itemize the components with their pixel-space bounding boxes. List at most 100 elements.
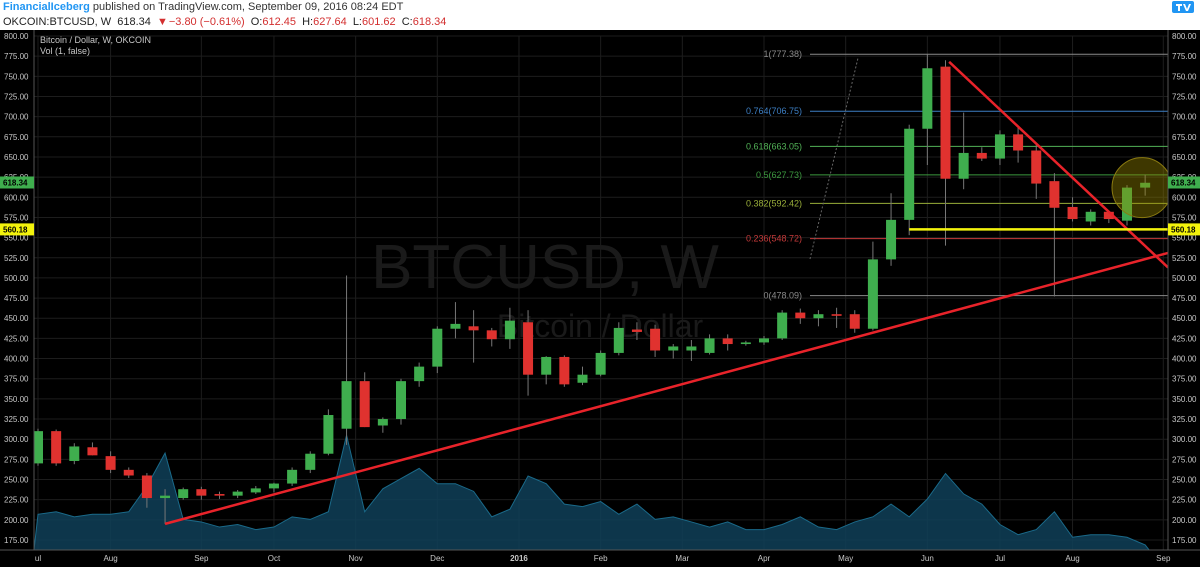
x-tick-label: Aug	[103, 554, 117, 563]
highlight-circle[interactable]	[1111, 157, 1173, 219]
candle-body	[214, 494, 225, 496]
candles	[33, 54, 1151, 524]
candle-body	[976, 152, 987, 159]
candle-body	[722, 338, 733, 345]
candle-body	[686, 346, 697, 351]
x-tick-label: ul	[35, 554, 41, 563]
candle-body	[69, 446, 80, 461]
candle-body	[613, 327, 624, 353]
y-tick-label-left: 600.00	[4, 193, 29, 202]
candle-body	[323, 415, 334, 454]
time-axis[interactable]: ul Aug Sep Oct Nov Dec 2016 Feb Mar Apr May Jun Jul A…	[0, 549, 1200, 567]
price-chart[interactable]: BTCUSD, W Bitcoin / Dollar 1(777.38)0.76…	[0, 30, 1200, 567]
x-tick-label: Apr	[758, 554, 771, 563]
candle-body	[196, 489, 207, 496]
candle-body	[305, 453, 316, 470]
fib-level-label: 0.382(592.42)	[746, 198, 802, 208]
candle-body	[958, 152, 969, 179]
y-tick-label-left: 550.00	[4, 234, 29, 243]
candle-body	[994, 134, 1005, 159]
y-tick-label-right: 300.00	[1172, 435, 1197, 444]
symbol-label[interactable]: OKCOIN:BTCUSD, W	[3, 16, 112, 28]
y-tick-label-right: 225.00	[1172, 496, 1197, 505]
candle-body	[595, 352, 606, 375]
y-tick-label-right: 500.00	[1172, 274, 1197, 283]
candle-body	[577, 374, 588, 383]
open-value: 612.45	[262, 16, 297, 28]
y-tick-label-right: 725.00	[1172, 92, 1197, 101]
y-tick-label-right: 525.00	[1172, 254, 1197, 263]
y-tick-label-left: 500.00	[4, 274, 29, 283]
candle-body	[886, 219, 897, 260]
candle-body	[849, 314, 860, 329]
y-tick-label-right: 675.00	[1172, 133, 1197, 142]
open-label: O:	[250, 16, 263, 28]
series-legend[interactable]: Bitcoin / Dollar, W, OKCOIN	[40, 35, 151, 45]
price-marker-box	[0, 176, 34, 189]
right-price-axis[interactable]: 800.00 775.00 750.00 725.00 700.00 675.00 650.…	[1167, 30, 1200, 567]
y-tick-label-right: 250.00	[1172, 476, 1197, 485]
candle-body	[432, 328, 443, 367]
y-tick-label-left: 725.00	[4, 92, 29, 101]
falling-trendline[interactable]	[948, 60, 1169, 269]
y-tick-label-left: 400.00	[4, 355, 29, 364]
indicator-legend[interactable]: Vol (1, false)	[40, 46, 90, 56]
price-marker-label: 560.18	[1171, 225, 1196, 234]
x-tick-label: Sep	[1156, 554, 1171, 563]
y-tick-label-right: 450.00	[1172, 314, 1197, 323]
candle-body	[1122, 187, 1132, 221]
time-axis-background	[0, 550, 1200, 567]
drawing-tools[interactable]	[164, 60, 1173, 526]
candle-body	[1013, 134, 1024, 151]
candle-body	[904, 128, 915, 220]
fib-level-label: 0.236(548.72)	[746, 234, 802, 244]
y-tick-label-left: 425.00	[4, 334, 29, 343]
close-value: 618.34	[412, 16, 447, 28]
candle-body	[831, 314, 842, 316]
author-link[interactable]: FinancialIceberg	[3, 1, 90, 13]
y-tick-label-right: 200.00	[1172, 516, 1197, 525]
left-axis-background	[0, 30, 34, 567]
y-tick-label-right: 350.00	[1172, 395, 1197, 404]
price-marker-label: 618.34	[3, 178, 28, 187]
x-tick-label: Feb	[594, 554, 608, 563]
candle-body	[1049, 181, 1060, 208]
x-tick-label: May	[838, 554, 853, 563]
y-tick-label-left: 200.00	[4, 516, 29, 525]
y-tick-label-right: 800.00	[1172, 32, 1197, 41]
rising-trendline[interactable]	[164, 251, 1169, 526]
y-tick-label-left: 250.00	[4, 476, 29, 485]
y-tick-label-left: 800.00	[4, 32, 29, 41]
tradingview-logo-icon[interactable]	[1172, 1, 1194, 13]
x-tick-label: Oct	[268, 554, 281, 563]
candle-body	[450, 323, 461, 329]
candle-body	[414, 366, 425, 382]
volume-area	[33, 435, 1151, 551]
y-tick-label-right: 325.00	[1172, 415, 1197, 424]
candle-body	[795, 312, 806, 319]
candle-body	[105, 456, 116, 470]
candle-body	[541, 356, 552, 375]
candle-body	[668, 346, 679, 351]
y-tick-label-left: 275.00	[4, 455, 29, 464]
y-tick-label-right: 275.00	[1172, 455, 1197, 464]
fib-level-label: 0(478.09)	[763, 291, 802, 301]
price-marker-box	[0, 223, 34, 236]
y-tick-label-right: 575.00	[1172, 213, 1197, 222]
y-tick-label-right: 375.00	[1172, 375, 1197, 384]
x-tick-label: Nov	[349, 554, 363, 563]
y-tick-label-left: 450.00	[4, 314, 29, 323]
right-axis-background	[1168, 30, 1200, 567]
candle-body	[1031, 150, 1042, 184]
y-tick-label-left: 175.00	[4, 536, 29, 545]
left-price-axis[interactable]: 800.00 775.00 750.00 725.00 700.00 675.00 650.…	[0, 30, 35, 567]
candle-body	[178, 489, 189, 499]
y-tick-label-left: 525.00	[4, 254, 29, 263]
candle-body	[468, 326, 479, 331]
price-marker-box	[1168, 176, 1200, 189]
fib-level-label: 0.618(663.05)	[746, 141, 802, 151]
candle-body	[650, 328, 661, 351]
y-tick-label-left: 700.00	[4, 113, 29, 122]
y-tick-label-right: 775.00	[1172, 52, 1197, 61]
candle-body	[740, 342, 751, 345]
